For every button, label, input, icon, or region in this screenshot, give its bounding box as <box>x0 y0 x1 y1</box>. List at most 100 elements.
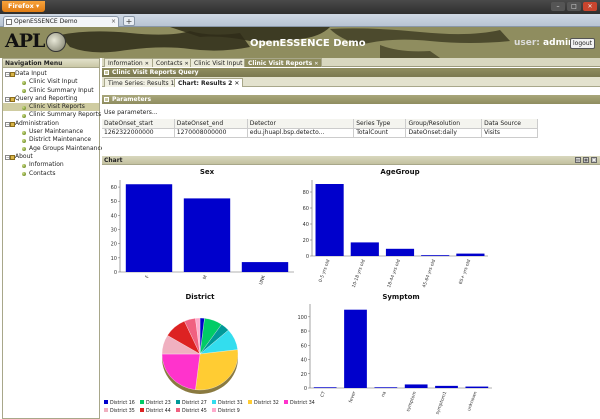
nav-item-clinic-visit-reports[interactable]: Clinic Visit Reports <box>3 103 99 112</box>
bar-na <box>374 387 398 388</box>
firefox-menu-button[interactable]: Firefox ▾ <box>2 1 46 12</box>
nav-item-information[interactable]: Information <box>3 161 99 169</box>
leaf-icon <box>22 163 26 168</box>
leaf-icon <box>22 80 26 85</box>
close-tab-icon[interactable]: × <box>110 18 116 25</box>
nav-item-user-maintenance[interactable]: User Maintenance <box>3 128 99 136</box>
y-tick-label: 40 <box>111 213 117 219</box>
maximize-icon[interactable]: □ <box>591 157 597 163</box>
browser-tab[interactable]: OpenESSENCE Demo × <box>3 16 119 27</box>
legend-swatch-district-27 <box>176 400 180 404</box>
column-header[interactable]: DateOnset_start <box>102 119 175 129</box>
legend-swatch-district-9 <box>212 408 216 412</box>
minimize-button[interactable]: – <box>551 2 565 11</box>
table-cell: Visits <box>481 128 538 138</box>
column-header[interactable]: Data Source <box>481 119 538 129</box>
close-tab-icon[interactable]: ✕ <box>144 61 149 67</box>
y-tick-label: 100 <box>297 315 307 321</box>
legend-swatch-district-35 <box>104 408 108 412</box>
navigation-menu-title: Navigation Menu <box>3 59 99 68</box>
pie-slice-district-32 <box>195 349 239 391</box>
x-tick-label-18-44-yrs-old: 18-44 yrs old <box>386 258 402 288</box>
column-header[interactable]: Series Type <box>353 119 407 129</box>
table-row[interactable]: 1262322000000 1270008000000 edu.jhuapl.b… <box>102 128 538 138</box>
export-icon[interactable]: ▤ <box>575 157 581 163</box>
y-tick-label: 10 <box>111 256 117 262</box>
maximize-button[interactable]: □ <box>567 2 581 11</box>
legend-label-district-35: District 35 <box>110 408 135 414</box>
collapse-icon[interactable] <box>104 97 109 102</box>
nav-item-clinic-summary-reports[interactable]: Clinic Summary Reports <box>3 111 101 119</box>
legend-label-district-31: District 31 <box>218 400 243 406</box>
table-cell: DateOnset:daily <box>405 128 483 138</box>
legend-label-district-44: District 44 <box>146 408 171 414</box>
logout-button[interactable]: logout <box>570 38 595 49</box>
chart-panel-header: Chart ▤ ▦ □ <box>102 156 600 165</box>
bar-18-44-yrs-old <box>385 248 415 256</box>
collapse-icon[interactable]: − <box>5 72 10 77</box>
x-tick-label-na: na <box>381 391 388 398</box>
results-tabbar: Time Series: Results 1 ✕ Chart: Results … <box>102 77 600 87</box>
globe-logo-icon <box>46 32 66 52</box>
pie-slice-district-34 <box>161 353 201 390</box>
chart-title-agegroup: AgeGroup <box>380 168 419 176</box>
folder-icon <box>10 121 15 127</box>
nav-group-administration[interactable]: − Administration <box>5 119 59 127</box>
x-tick-label-symptom: symptom <box>405 391 418 413</box>
column-header[interactable]: DateOnset_end <box>174 119 248 129</box>
nav-item-district-maintenance[interactable]: District Maintenance <box>3 136 99 144</box>
tab-clinic-visit-reports[interactable]: Clinic Visit Reports ✕ <box>244 58 323 67</box>
user-indicator: user: admin <box>514 38 574 48</box>
x-tick-label-65-yrs-old: 65+ yrs old <box>458 259 473 286</box>
legend-label-district-16: District 16 <box>110 400 135 406</box>
user-name: admin <box>543 38 575 48</box>
table-cell: edu.jhuapl.bsp.detecto... <box>247 128 355 138</box>
chart-title-sex: Sex <box>200 168 215 176</box>
nav-item-age-groups-maintenance[interactable]: Age Groups Maintenance <box>3 145 104 153</box>
tab-information[interactable]: Information ✕ <box>104 58 153 67</box>
new-tab-button[interactable]: + <box>123 16 135 26</box>
nav-group-about[interactable]: − About <box>5 152 33 160</box>
bar-10-18-yrs-old <box>350 242 379 256</box>
bar-65-yrs-old <box>456 253 485 256</box>
collapse-icon[interactable] <box>104 70 109 75</box>
nav-group-query-and-reporting[interactable]: − Query and Reporting <box>5 94 78 102</box>
print-icon[interactable]: ▦ <box>583 157 589 163</box>
tab-contacts[interactable]: Contacts ✕ <box>152 58 193 67</box>
close-tab-icon[interactable]: ✕ <box>314 61 319 67</box>
bar-m <box>183 198 231 272</box>
query-section-header[interactable]: Clinic Visit Reports Query <box>102 68 600 77</box>
navigation-tree: − Data Input Clinic Visit Input Clinic Su… <box>3 68 104 178</box>
collapse-icon[interactable]: − <box>5 154 10 160</box>
chart-title-district: District <box>185 293 215 301</box>
x-tick-label-unknown: unknown <box>466 390 479 411</box>
column-header[interactable]: Detector <box>247 119 355 129</box>
nav-item-contacts[interactable]: Contacts <box>3 170 99 178</box>
leaf-icon <box>22 113 26 118</box>
legend-swatch-district-44 <box>140 408 144 412</box>
nav-group-data-input[interactable]: − Data Input <box>5 70 47 77</box>
app-header: APL OpenESSENCE Demo user: admin logout <box>0 27 600 58</box>
parameters-section-header[interactable]: Parameters <box>102 95 600 104</box>
app-title: OpenESSENCE Demo <box>250 38 366 49</box>
tab-chart-results[interactable]: Chart: Results 2 ✕ <box>174 78 244 87</box>
collapse-icon[interactable]: − <box>5 121 10 127</box>
legend-label-district-45: District 45 <box>182 408 207 414</box>
close-tab-icon[interactable]: ✕ <box>184 61 189 67</box>
column-header[interactable]: Group/Resolution <box>405 119 483 129</box>
y-tick-label: 20 <box>111 242 117 248</box>
nav-item-clinic-visit-input[interactable]: Clinic Visit Input <box>3 78 99 86</box>
y-tick-label: 40 <box>301 358 307 364</box>
legend-swatch-district-45 <box>176 408 180 412</box>
nav-item-clinic-summary-input[interactable]: Clinic Summary Input <box>3 87 99 95</box>
bar-ct <box>313 387 337 388</box>
y-tick-label: 60 <box>301 343 307 349</box>
collapse-icon[interactable]: − <box>5 96 10 102</box>
apl-logo: APL <box>5 30 45 52</box>
browser-tab-title: OpenESSENCE Demo <box>14 18 78 25</box>
close-window-button[interactable]: ✕ <box>583 2 597 11</box>
leaf-icon <box>22 89 26 94</box>
x-tick-label-m: M <box>202 275 209 281</box>
folder-icon <box>10 154 15 160</box>
leaf-icon <box>22 138 26 143</box>
